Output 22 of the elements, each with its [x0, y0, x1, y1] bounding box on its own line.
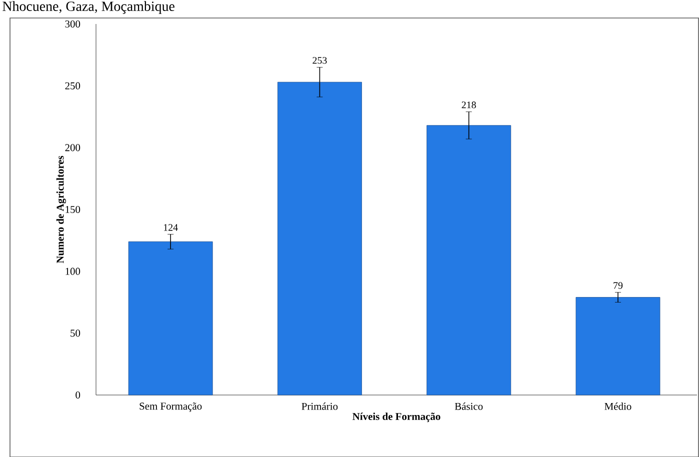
y-tick-label: 250	[65, 82, 80, 90]
x-tick-label: Básico	[454, 402, 483, 410]
x-axis-title: Níveis de Formação	[352, 412, 440, 422]
y-axis-title: Numero de Agricultores	[56, 156, 66, 264]
bar	[128, 241, 213, 396]
y-tick-label: 0	[76, 391, 80, 399]
bar	[426, 125, 512, 396]
bar	[278, 82, 362, 396]
y-tick-label: 50	[70, 330, 80, 337]
x-tick-label: Sem Formação	[140, 402, 202, 412]
y-tick-label: 200	[65, 144, 80, 152]
data-label: 218	[462, 102, 476, 108]
data-label: 124	[164, 224, 178, 231]
y-tick-label: 300	[65, 20, 80, 28]
chart-title: Nhocuene, Gaza, Moçambique	[2, 1, 174, 14]
y-tick-label: 100	[66, 268, 80, 275]
data-label: 253	[312, 57, 327, 64]
x-tick-label: Primário	[302, 402, 338, 410]
x-tick-label: Médio	[604, 402, 632, 410]
y-tick-label: 150	[66, 206, 80, 214]
data-label: 79	[614, 282, 623, 289]
bar	[576, 297, 660, 396]
